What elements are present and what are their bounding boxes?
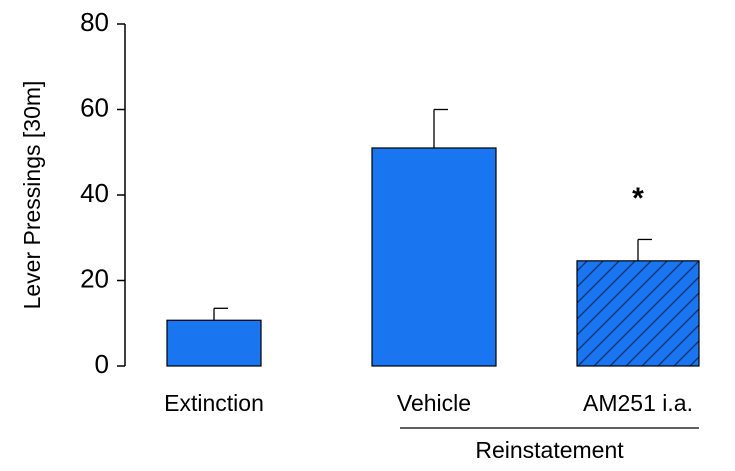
y-tick-label: 60: [80, 92, 109, 122]
annotation: *: [632, 182, 644, 215]
bar: [166, 319, 262, 367]
group-label: Reinstatement: [475, 437, 624, 463]
bar: [576, 260, 700, 367]
x-tick-label: Extinction: [164, 390, 264, 416]
y-axis-label: Lever Pressings [30m]: [19, 81, 45, 310]
x-tick-label: AM251 i.a.: [583, 390, 693, 416]
y-tick-label: 0: [95, 349, 109, 379]
bar: [371, 147, 497, 367]
y-tick-label: 40: [80, 178, 109, 208]
y-tick-label: 80: [80, 7, 109, 37]
x-tick-label: Vehicle: [397, 390, 471, 416]
y-tick-label: 20: [80, 263, 109, 293]
